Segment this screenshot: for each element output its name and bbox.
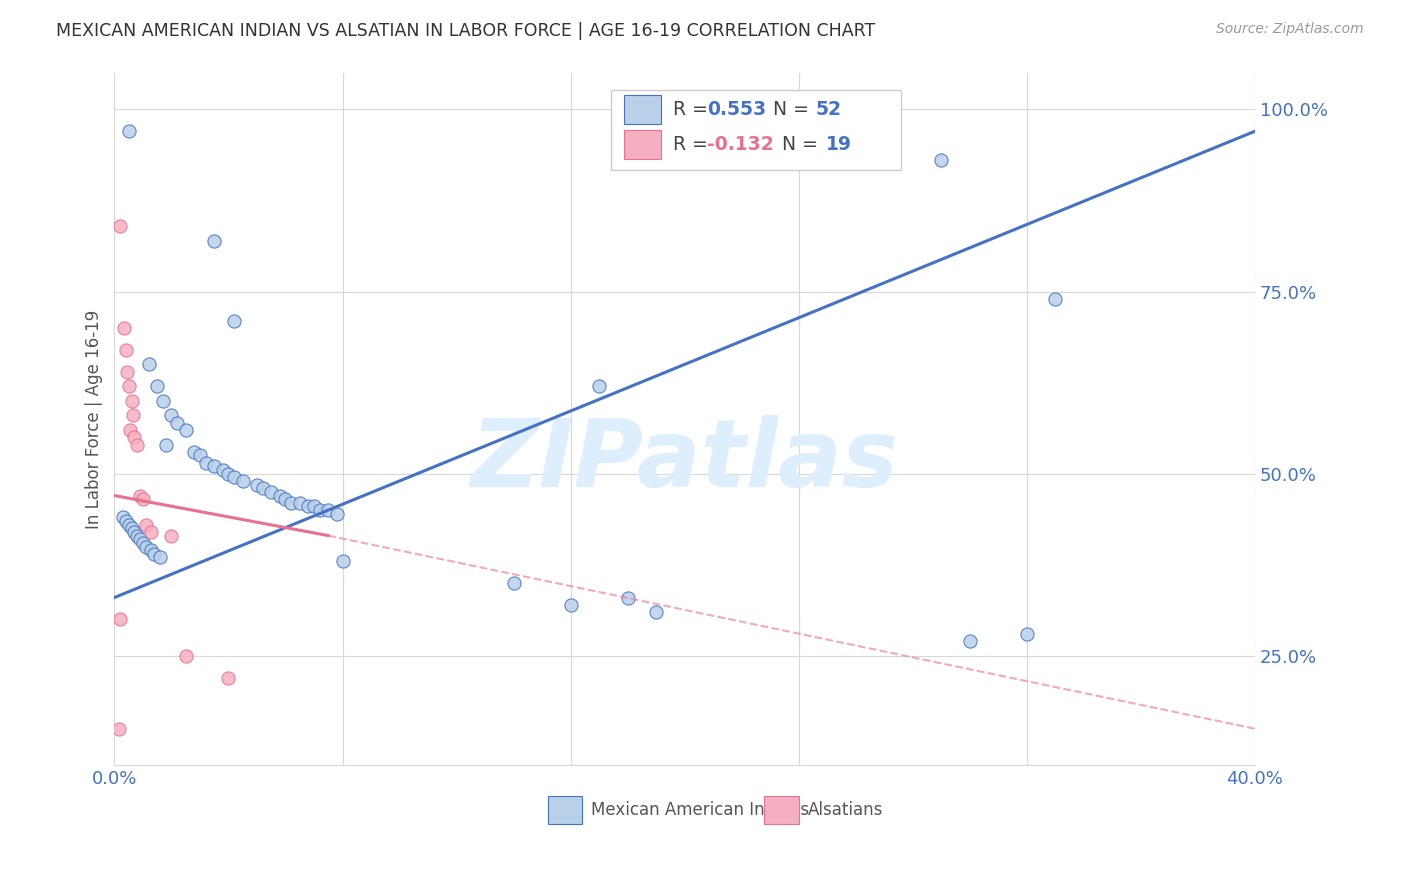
Point <box>146 379 169 393</box>
Point <box>332 554 354 568</box>
Point <box>149 550 172 565</box>
Point <box>308 503 330 517</box>
Point <box>174 648 197 663</box>
Text: MEXICAN AMERICAN INDIAN VS ALSATIAN IN LABOR FORCE | AGE 16-19 CORRELATION CHART: MEXICAN AMERICAN INDIAN VS ALSATIAN IN L… <box>56 22 876 40</box>
Point <box>588 379 610 393</box>
Point <box>160 409 183 423</box>
Point <box>288 496 311 510</box>
Point <box>274 492 297 507</box>
FancyBboxPatch shape <box>548 797 582 824</box>
Text: 19: 19 <box>827 135 852 153</box>
Point <box>108 219 131 233</box>
Point <box>217 671 239 685</box>
Text: N =: N = <box>770 135 824 153</box>
Point <box>138 358 160 372</box>
FancyBboxPatch shape <box>624 129 661 159</box>
FancyBboxPatch shape <box>610 90 901 169</box>
Point <box>297 500 319 514</box>
Point <box>224 314 246 328</box>
FancyBboxPatch shape <box>765 797 799 824</box>
Point <box>141 543 163 558</box>
Point <box>120 423 142 437</box>
Point <box>118 124 141 138</box>
Point <box>188 449 211 463</box>
Point <box>112 321 135 335</box>
Text: Source: ZipAtlas.com: Source: ZipAtlas.com <box>1216 22 1364 37</box>
Point <box>252 481 274 495</box>
Point <box>122 409 145 423</box>
Point <box>129 533 152 547</box>
Point <box>108 612 131 626</box>
Point <box>132 492 155 507</box>
Point <box>929 153 952 168</box>
Point <box>194 456 217 470</box>
Point <box>232 474 254 488</box>
Point <box>166 416 188 430</box>
Point <box>326 507 349 521</box>
Point <box>118 517 141 532</box>
Point <box>121 521 143 535</box>
Point <box>183 445 205 459</box>
Point <box>645 605 668 619</box>
Point <box>160 528 183 542</box>
Text: -0.132: -0.132 <box>707 135 775 153</box>
Point <box>316 503 339 517</box>
Point <box>115 365 138 379</box>
Point <box>124 524 146 539</box>
Point <box>246 477 269 491</box>
Point <box>269 489 291 503</box>
Point <box>107 722 129 736</box>
Point <box>211 463 233 477</box>
Point <box>224 470 246 484</box>
FancyBboxPatch shape <box>624 95 661 124</box>
Point <box>135 540 157 554</box>
Point <box>502 576 524 591</box>
Point <box>124 430 146 444</box>
Point <box>132 536 155 550</box>
Text: R =: R = <box>673 100 714 120</box>
Point <box>155 437 177 451</box>
Text: N =: N = <box>761 100 815 120</box>
Point <box>1015 627 1038 641</box>
Point <box>1045 292 1067 306</box>
Text: 0.553: 0.553 <box>707 100 766 120</box>
Text: 52: 52 <box>815 100 842 120</box>
Point <box>302 500 325 514</box>
Text: Alsatians: Alsatians <box>808 801 883 819</box>
Point <box>141 524 163 539</box>
Point <box>959 634 981 648</box>
Point <box>217 467 239 481</box>
Point <box>127 437 149 451</box>
Point <box>616 591 638 605</box>
Text: ZIPatlas: ZIPatlas <box>471 415 898 507</box>
Point <box>118 379 141 393</box>
Point <box>280 496 302 510</box>
Text: Mexican American Indians: Mexican American Indians <box>591 801 810 819</box>
Point <box>152 393 174 408</box>
Point <box>127 528 149 542</box>
Point <box>129 489 152 503</box>
Point <box>143 547 166 561</box>
Point <box>135 517 157 532</box>
Point <box>114 343 136 357</box>
Point <box>174 423 197 437</box>
Point <box>114 514 136 528</box>
Y-axis label: In Labor Force | Age 16-19: In Labor Force | Age 16-19 <box>86 310 103 529</box>
Text: R =: R = <box>673 135 714 153</box>
Point <box>560 598 582 612</box>
Point <box>260 484 283 499</box>
Point <box>121 393 143 408</box>
Point <box>202 459 225 474</box>
Point <box>111 510 134 524</box>
Point <box>202 234 225 248</box>
